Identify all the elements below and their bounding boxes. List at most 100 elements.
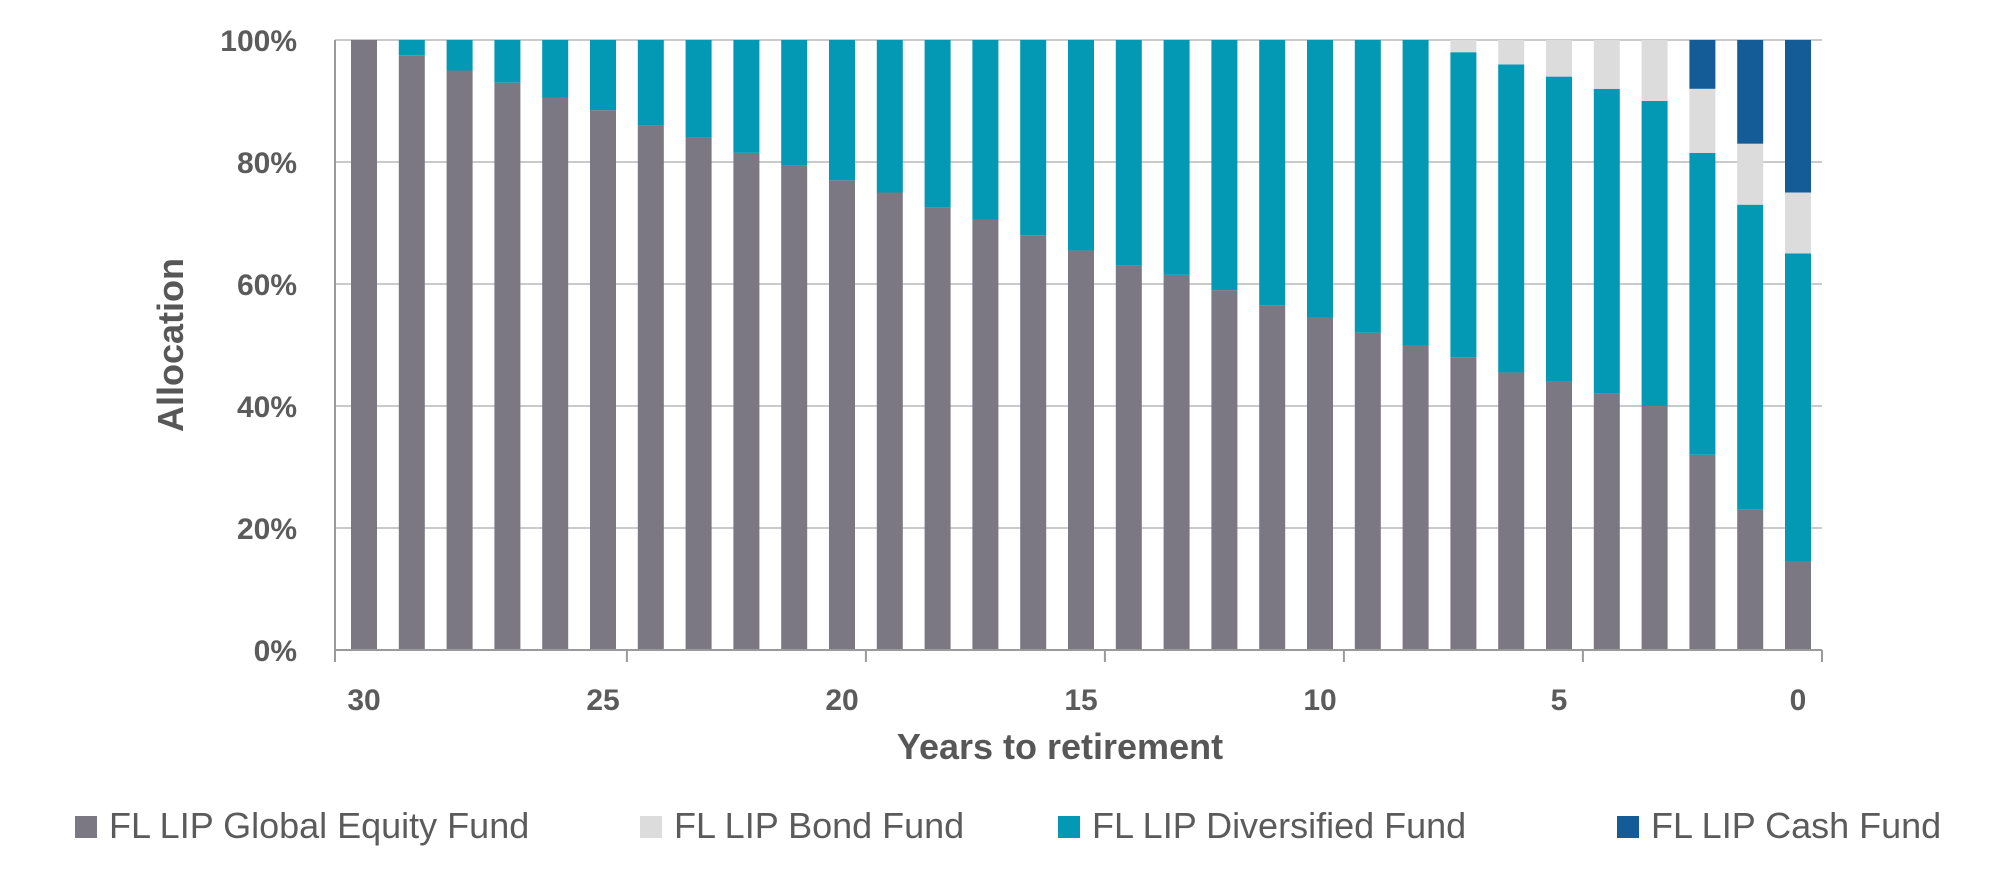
legend-item-fl-lip-bond-fund: FL LIP Bond Fund (640, 805, 964, 846)
axes (334, 40, 1823, 662)
bar-segment-fl-lip-global-equity-fund-year-8 (1402, 345, 1429, 650)
bar-segment-fl-lip-diversified-fund-year-25 (590, 40, 616, 111)
bar-segment-fl-lip-bond-fund-year-3 (1641, 40, 1668, 101)
bar-stack-year-9 (1354, 40, 1381, 650)
bar-stack-year-22 (733, 40, 760, 650)
bar-segment-fl-lip-diversified-fund-year-14 (1115, 40, 1142, 266)
y-tick-label-60: 60% (237, 269, 297, 302)
bar-stack-year-3 (1641, 40, 1668, 650)
legend-label: FL LIP Bond Fund (674, 805, 964, 846)
x-tick-label-25: 25 (586, 684, 619, 717)
bar-stack-year-7 (1450, 40, 1477, 650)
bar-segment-fl-lip-diversified-fund-year-22 (733, 40, 760, 153)
bar-stack-year-28 (446, 40, 473, 650)
bar-stack-year-16 (1020, 40, 1047, 650)
bar-segment-fl-lip-diversified-fund-year-17 (972, 40, 999, 220)
bar-segment-fl-lip-global-equity-fund-year-24 (637, 125, 664, 650)
bar-segment-fl-lip-global-equity-fund-year-2 (1689, 454, 1716, 650)
x-tick-label-5: 5 (1551, 684, 1568, 717)
x-tick-label-15: 15 (1064, 684, 1097, 717)
bar-segment-fl-lip-cash-fund-year-0 (1785, 40, 1811, 193)
bar-segment-fl-lip-diversified-fund-year-5 (1546, 76, 1572, 382)
bar-stack-year-6 (1498, 40, 1525, 650)
legend-label: FL LIP Cash Fund (1651, 805, 1941, 846)
bar-stack-year-12 (1211, 40, 1238, 650)
bar-segment-fl-lip-global-equity-fund-year-15 (1068, 250, 1094, 650)
bar-segment-fl-lip-diversified-fund-year-0 (1785, 253, 1811, 562)
bar-segment-fl-lip-global-equity-fund-year-12 (1211, 290, 1238, 650)
bar-stack-year-24 (637, 40, 664, 650)
bar-segment-fl-lip-diversified-fund-year-3 (1641, 101, 1668, 406)
bar-segment-fl-lip-diversified-fund-year-6 (1498, 64, 1525, 373)
bar-segment-fl-lip-diversified-fund-year-21 (781, 40, 808, 166)
bar-segment-fl-lip-diversified-fund-year-10 (1307, 40, 1333, 318)
bar-segment-fl-lip-global-equity-fund-year-1 (1737, 509, 1764, 650)
bar-segment-fl-lip-diversified-fund-year-29 (398, 40, 425, 56)
bar-segment-fl-lip-global-equity-fund-year-30 (351, 40, 377, 650)
bar-stack-year-0 (1785, 40, 1811, 650)
bar-stack-year-17 (972, 40, 999, 650)
legend-item-fl-lip-cash-fund: FL LIP Cash Fund (1617, 805, 1941, 846)
bar-segment-fl-lip-bond-fund-year-7 (1450, 40, 1477, 53)
y-tick-label-0: 0% (254, 635, 297, 668)
bar-segment-fl-lip-cash-fund-year-1 (1737, 40, 1764, 144)
bar-segment-fl-lip-bond-fund-year-4 (1593, 40, 1620, 89)
bar-segment-fl-lip-diversified-fund-year-1 (1737, 204, 1764, 510)
legend-swatch (1058, 816, 1080, 838)
bar-segment-fl-lip-global-equity-fund-year-0 (1785, 561, 1811, 650)
bar-segment-fl-lip-global-equity-fund-year-9 (1354, 332, 1381, 650)
bar-segment-fl-lip-global-equity-fund-year-27 (494, 82, 521, 650)
bar-stack-year-18 (924, 40, 951, 650)
bar-segment-fl-lip-global-equity-fund-year-11 (1259, 305, 1286, 650)
x-tick-label-20: 20 (825, 684, 858, 717)
bar-segment-fl-lip-diversified-fund-year-26 (542, 40, 569, 98)
y-tick-label-40: 40% (237, 391, 297, 424)
bar-segment-fl-lip-bond-fund-year-6 (1498, 40, 1525, 65)
bar-segment-fl-lip-global-equity-fund-year-14 (1115, 265, 1142, 650)
bar-segment-fl-lip-global-equity-fund-year-10 (1307, 317, 1333, 650)
x-tick-label-10: 10 (1303, 684, 1336, 717)
bar-segment-fl-lip-diversified-fund-year-4 (1593, 88, 1620, 394)
bar-stack-year-20 (829, 40, 855, 651)
bar-segment-fl-lip-global-equity-fund-year-18 (924, 207, 951, 650)
legend-label: FL LIP Global Equity Fund (109, 805, 529, 846)
bar-segment-fl-lip-global-equity-fund-year-5 (1546, 381, 1572, 650)
legend: FL LIP Global Equity Fund FL LIP Bond Fun… (75, 805, 1941, 846)
x-tick-labels: 30 25 20 15 10 5 0 (347, 684, 1806, 717)
bars-group (351, 40, 1811, 651)
legend-swatch (75, 816, 97, 838)
bar-stack-year-10 (1307, 40, 1333, 650)
bar-segment-fl-lip-bond-fund-year-0 (1785, 192, 1811, 254)
legend-label: FL LIP Diversified Fund (1092, 805, 1466, 846)
bar-segment-fl-lip-global-equity-fund-year-20 (829, 180, 855, 651)
bar-stack-year-14 (1115, 40, 1142, 650)
bar-segment-fl-lip-diversified-fund-year-13 (1163, 40, 1190, 275)
bar-segment-fl-lip-global-equity-fund-year-6 (1498, 372, 1525, 650)
bar-stack-year-19 (876, 40, 903, 650)
bar-stack-year-27 (494, 40, 521, 650)
y-tick-label-20: 20% (237, 513, 297, 546)
bar-stack-year-4 (1593, 40, 1620, 650)
bar-segment-fl-lip-global-equity-fund-year-16 (1020, 235, 1047, 650)
legend-item-fl-lip-global-equity-fund: FL LIP Global Equity Fund (75, 805, 529, 846)
bar-stack-year-13 (1163, 40, 1190, 650)
bar-segment-fl-lip-cash-fund-year-2 (1689, 40, 1716, 89)
bar-segment-fl-lip-diversified-fund-year-27 (494, 40, 521, 83)
bar-stack-year-30 (351, 40, 377, 650)
bar-segment-fl-lip-global-equity-fund-year-23 (685, 137, 712, 651)
bar-segment-fl-lip-global-equity-fund-year-21 (781, 165, 808, 651)
bar-segment-fl-lip-diversified-fund-year-23 (685, 40, 712, 138)
bar-stack-year-21 (781, 40, 808, 651)
bar-segment-fl-lip-diversified-fund-year-11 (1259, 40, 1286, 306)
bar-segment-fl-lip-global-equity-fund-year-28 (446, 70, 473, 650)
bar-segment-fl-lip-global-equity-fund-year-22 (733, 152, 760, 650)
bar-segment-fl-lip-diversified-fund-year-15 (1068, 40, 1094, 251)
bar-segment-fl-lip-global-equity-fund-year-17 (972, 219, 999, 650)
bar-segment-fl-lip-global-equity-fund-year-7 (1450, 357, 1477, 650)
bar-segment-fl-lip-diversified-fund-year-16 (1020, 40, 1047, 236)
bar-segment-fl-lip-bond-fund-year-1 (1737, 143, 1764, 205)
bar-segment-fl-lip-diversified-fund-year-18 (924, 40, 951, 208)
bar-segment-fl-lip-global-equity-fund-year-19 (876, 192, 903, 650)
bar-stack-year-26 (542, 40, 569, 650)
